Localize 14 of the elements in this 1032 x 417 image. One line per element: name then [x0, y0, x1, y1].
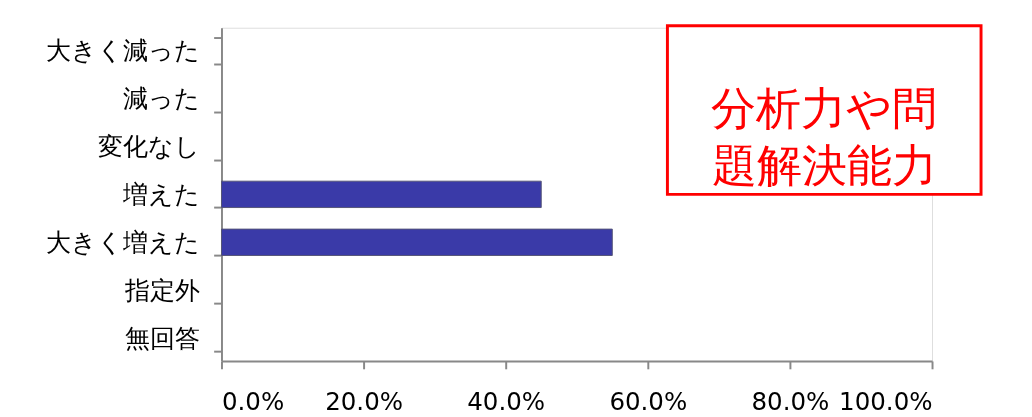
- y-tick-label: 無回答: [125, 323, 201, 353]
- x-tick-label: 100.0%: [839, 387, 933, 417]
- y-tick-label: 大きく増えた: [46, 227, 201, 257]
- x-tick-label: 0.0%: [221, 387, 285, 417]
- x-tick-label: 60.0%: [609, 387, 688, 417]
- y-tick-label: 大きく減った: [46, 35, 201, 65]
- y-tick-label: 増えた: [122, 179, 201, 209]
- annotation: 分析力や問題解決能力: [711, 81, 938, 192]
- x-tick-label: 20.0%: [325, 387, 404, 417]
- y-tick-label: 減った: [123, 83, 201, 113]
- y-tick-label: 指定外: [124, 275, 201, 305]
- x-tick-label: 80.0%: [751, 387, 830, 417]
- y-tick-label: 変化なし: [98, 131, 201, 161]
- x-tick-label: 40.0%: [467, 387, 546, 417]
